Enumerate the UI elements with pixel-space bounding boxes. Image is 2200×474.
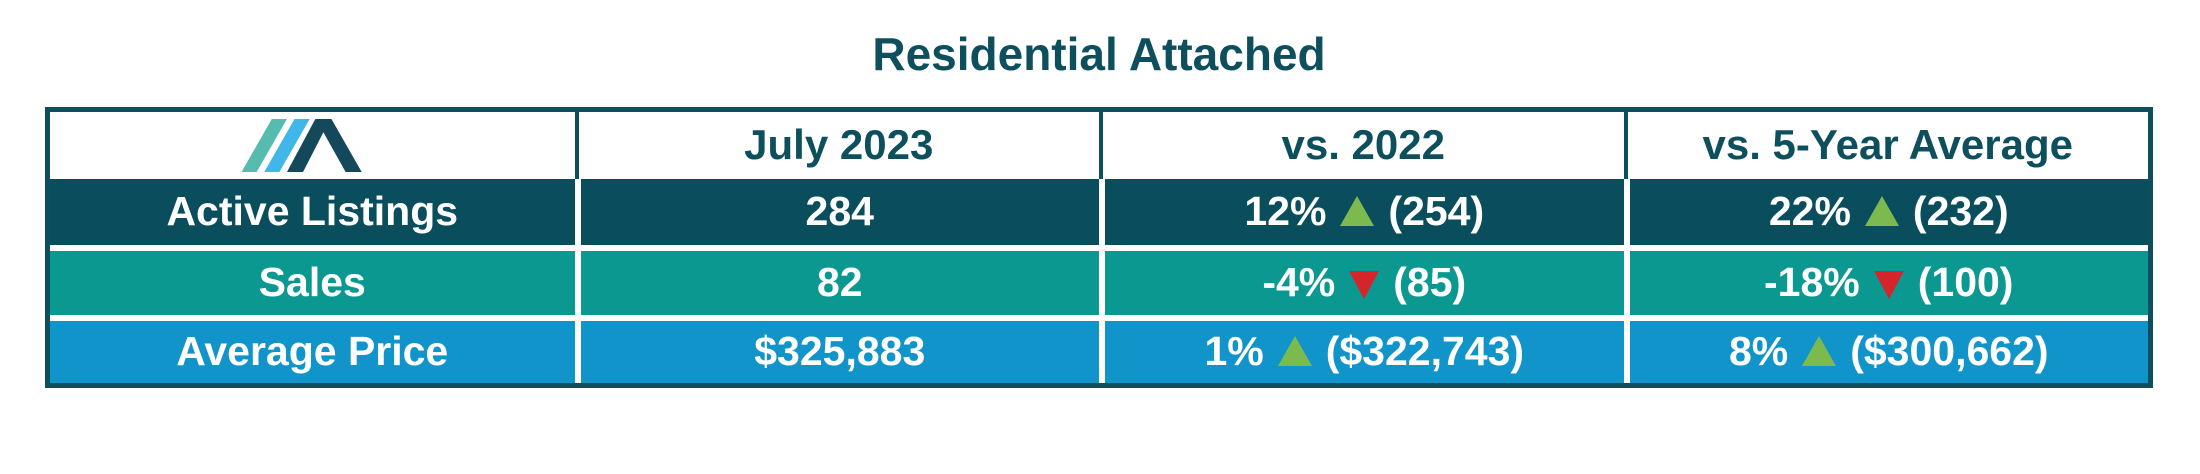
down-triangle-icon [1349,270,1380,299]
column-header-july-2023: July 2023 [574,111,1099,179]
cell-average-price-vs-2022: 1% ($322,743) [1099,314,1624,383]
pct-change: 1% [1204,328,1264,375]
logo-cell [50,111,575,179]
cell-sales-vs-5yr: -18% (100) [1623,244,2148,315]
cell-active-listings-vs-2022: 12% (254) [1099,178,1624,245]
column-header-vs-2022: vs. 2022 [1099,111,1624,179]
cell-active-listings-vs-5yr: 22% (232) [1623,178,2148,245]
cell-average-price-vs-5yr: 8% ($300,662) [1623,314,2148,383]
pct-change: 8% [1728,328,1789,375]
down-triangle-icon [1873,270,1904,299]
pct-change: -18% [1764,259,1860,306]
up-triangle-icon [1277,335,1312,366]
reference-value: (100) [1917,259,2014,306]
mountain-stripes-logo-icon [241,118,362,172]
up-triangle-icon [1864,195,1899,226]
pct-change: 12% [1244,188,1327,235]
reference-value: (85) [1393,259,1467,306]
pct-change: -4% [1262,259,1336,306]
reference-value: ($322,743) [1325,328,1525,375]
cell-active-listings-current: 284 [574,178,1099,245]
row-label-average-price: Average Price [50,314,575,383]
pct-change: 22% [1768,188,1851,235]
page-title: Residential Attached [872,28,1326,80]
stats-table: July 2023 vs. 2022 vs. 5-Year Average Ac… [45,106,2153,388]
cell-sales-vs-2022: -4% (85) [1099,244,1624,315]
cell-average-price-current: $325,883 [574,314,1099,383]
reference-value: (232) [1912,188,2009,235]
reference-value: (254) [1388,188,1485,235]
up-triangle-icon [1802,335,1837,366]
row-label-sales: Sales [50,244,575,315]
up-triangle-icon [1340,195,1375,226]
report-card: Residential Attached July 2023 vs. 2022 … [45,28,2153,388]
row-label-active-listings: Active Listings [50,178,575,245]
reference-value: ($300,662) [1850,328,2049,375]
cell-sales-current: 82 [574,244,1099,315]
column-header-vs-5-year-average: vs. 5-Year Average [1623,111,2148,179]
